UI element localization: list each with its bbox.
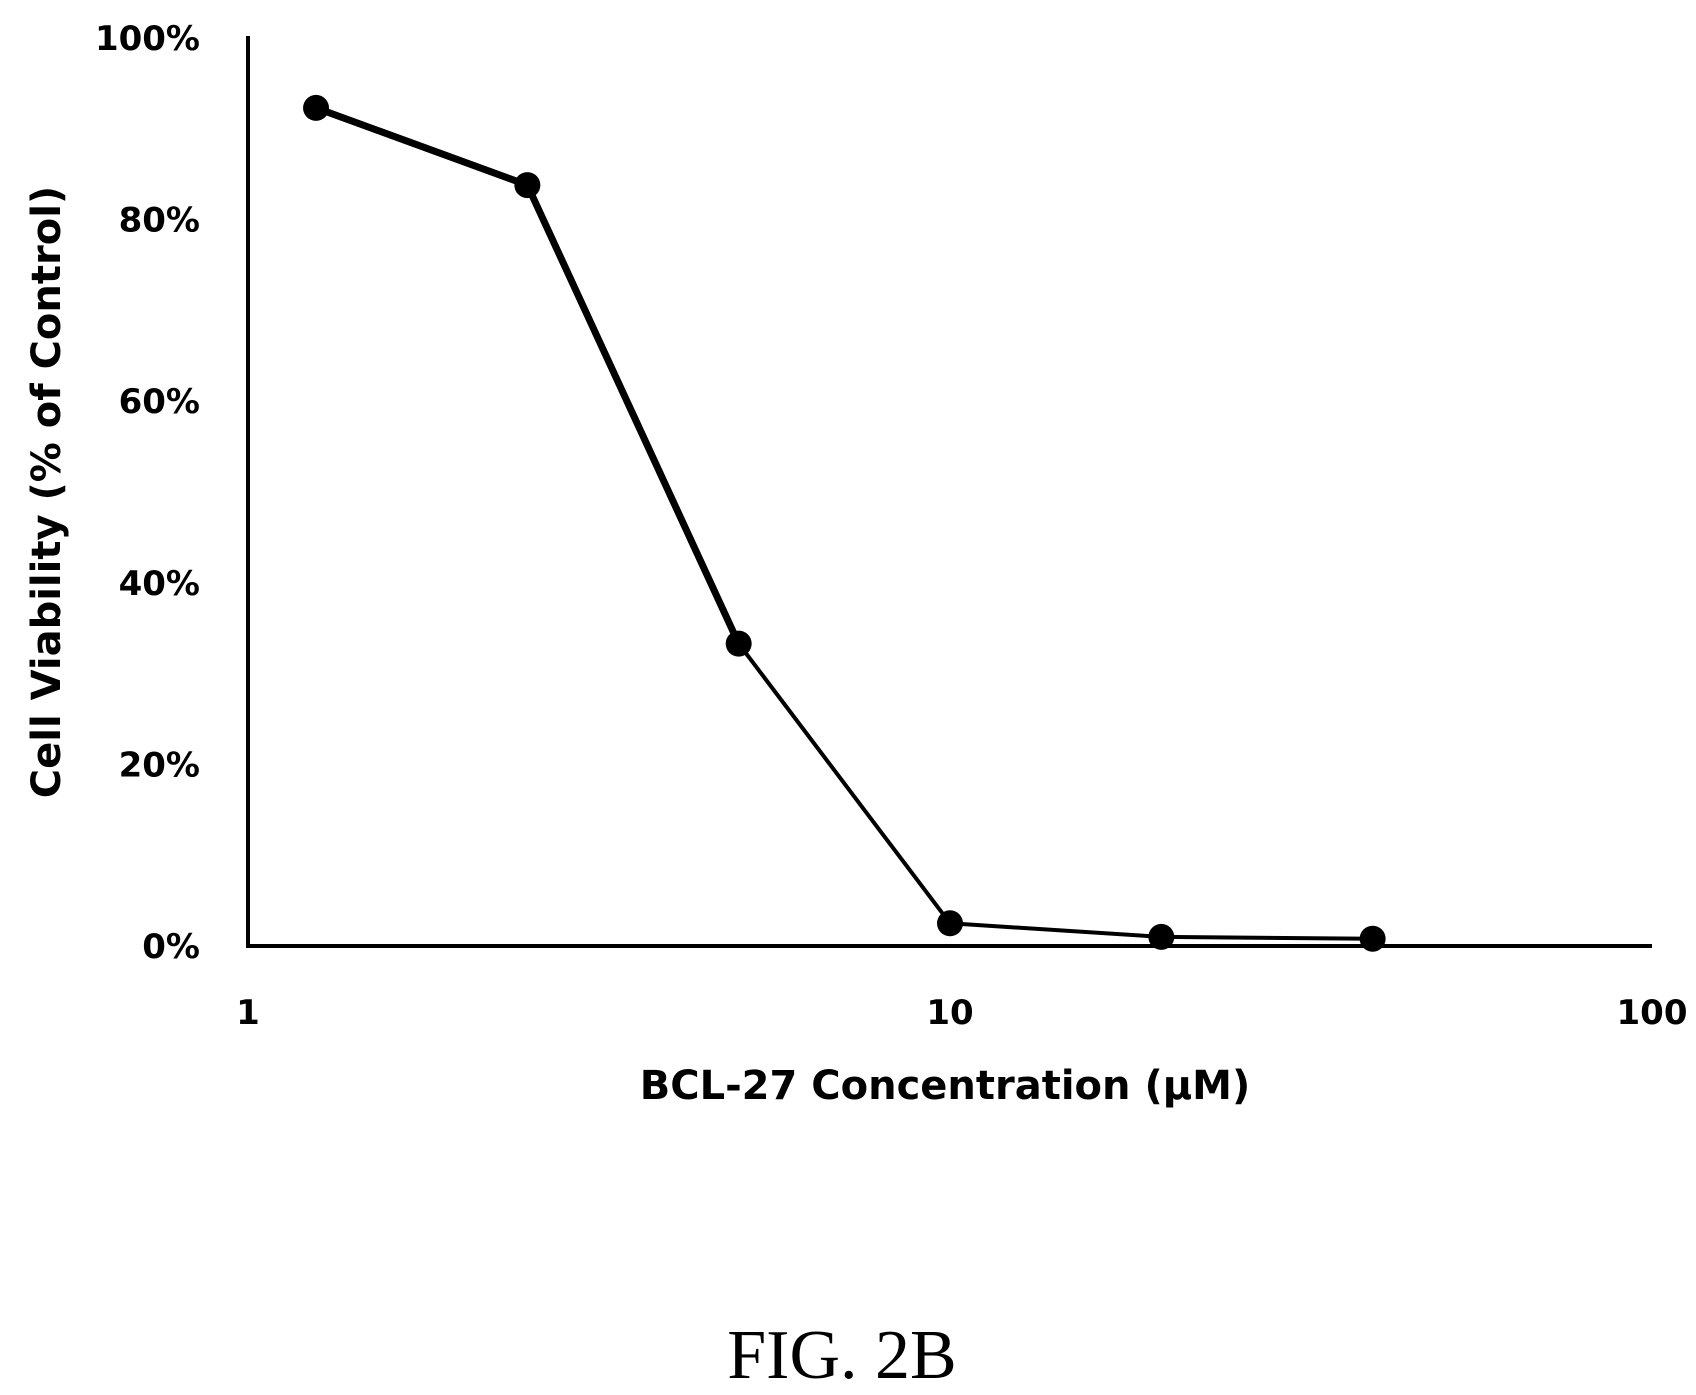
- y-tick-label: 80%: [119, 201, 200, 241]
- y-tick-label: 40%: [119, 564, 200, 604]
- x-tick-label: 100: [1617, 993, 1688, 1033]
- y-axis-ticks: 0% 20% 40% 60% 80% 100%: [95, 19, 200, 967]
- series-line-segment: [1159, 934, 1375, 941]
- data-point: [1148, 923, 1175, 950]
- data-point: [725, 630, 752, 657]
- y-tick-label: 0%: [142, 927, 200, 967]
- x-axis-title: BCL-27 Concentration (µM): [640, 1063, 1251, 1109]
- x-axis-ticks: 1 10 100: [236, 993, 1687, 1033]
- y-tick-label: 100%: [95, 19, 200, 59]
- y-tick-label: 60%: [119, 382, 200, 422]
- y-axis-title: Cell Viability (% of Control): [24, 186, 70, 798]
- series-line-segment: [736, 641, 952, 926]
- data-point: [937, 910, 963, 937]
- figure-caption: FIG. 2B: [727, 1317, 956, 1394]
- x-tick-label: 1: [236, 993, 260, 1033]
- data-point: [1359, 925, 1386, 952]
- series-points: [303, 94, 1386, 952]
- y-tick-label: 20%: [119, 745, 200, 785]
- series-line-segment: [948, 921, 1164, 939]
- data-point: [303, 94, 330, 121]
- data-point: [514, 172, 541, 199]
- series-line-segment: [523, 181, 743, 648]
- series-lines: [312, 104, 1375, 941]
- x-tick-label: 10: [926, 993, 973, 1033]
- series-line-segment: [312, 104, 531, 189]
